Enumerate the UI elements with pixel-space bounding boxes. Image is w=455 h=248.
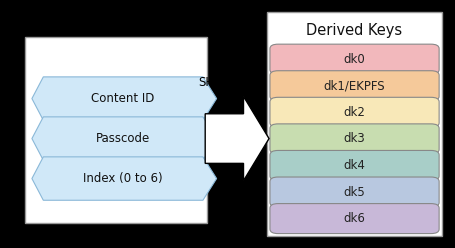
Text: dk2: dk2 (343, 106, 364, 119)
Text: SHA256: SHA256 (197, 76, 244, 89)
FancyBboxPatch shape (269, 124, 438, 154)
Text: Passcode: Passcode (96, 132, 150, 145)
Polygon shape (32, 157, 216, 200)
FancyBboxPatch shape (25, 37, 207, 223)
Polygon shape (32, 117, 216, 160)
FancyBboxPatch shape (269, 204, 438, 234)
Text: dk1/EKPFS: dk1/EKPFS (323, 79, 384, 92)
Text: dk4: dk4 (343, 159, 364, 172)
FancyBboxPatch shape (266, 12, 441, 236)
FancyBboxPatch shape (269, 177, 438, 207)
FancyBboxPatch shape (269, 71, 438, 101)
Text: dk3: dk3 (343, 132, 364, 145)
Text: dk5: dk5 (343, 186, 364, 198)
Text: dk0: dk0 (343, 53, 364, 66)
Polygon shape (205, 96, 268, 181)
Text: Index (0 to 6): Index (0 to 6) (83, 172, 162, 185)
Text: dk6: dk6 (343, 212, 364, 225)
Text: Derived Keys: Derived Keys (306, 24, 402, 38)
Polygon shape (32, 77, 216, 120)
FancyBboxPatch shape (269, 97, 438, 127)
Text: Content ID: Content ID (91, 92, 154, 105)
FancyBboxPatch shape (269, 151, 438, 181)
FancyBboxPatch shape (269, 44, 438, 74)
